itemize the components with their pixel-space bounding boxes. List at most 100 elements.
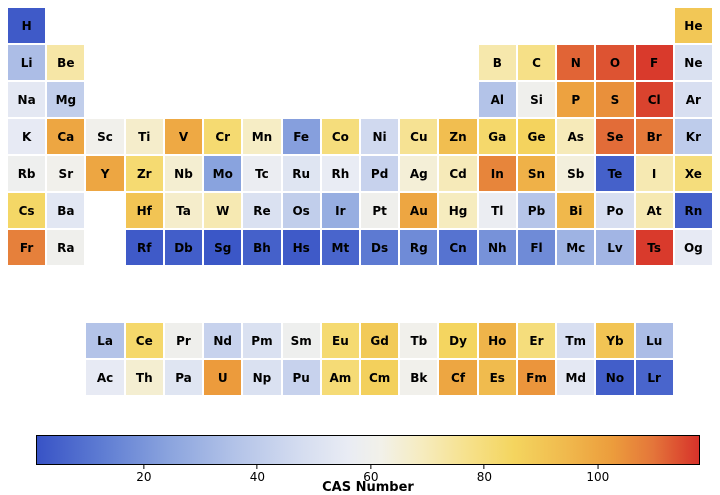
element-cell-sn: Sn: [517, 156, 556, 191]
element-cell-no: No: [596, 360, 634, 395]
element-cell-o: O: [596, 45, 634, 80]
element-cell-pt: Pt: [360, 193, 399, 228]
element-cell-pu: Pu: [282, 360, 320, 395]
element-cell-as: As: [557, 119, 595, 154]
element-cell-pr: Pr: [164, 323, 203, 358]
element-cell-yb: Yb: [596, 323, 634, 358]
element-cell-i: I: [635, 156, 673, 191]
element-cell-cn: Cn: [439, 230, 477, 265]
periodic-table-grid: H He Li Be B C N O F Ne Na Mg Al Si P S Cl Ar K Ca Sc Ti V Cr Mn…: [8, 8, 712, 395]
element-cell-au: Au: [400, 193, 438, 228]
element-cell-c: C: [517, 45, 556, 80]
element-cell-h: H: [8, 8, 46, 43]
colorbar-ticks: 20 40 60 80 100: [36, 465, 700, 484]
element-cell-ne: Ne: [674, 45, 712, 80]
element-cell-bi: Bi: [557, 193, 595, 228]
element-cell-fe: Fe: [282, 119, 320, 154]
element-cell-p: P: [557, 82, 595, 117]
tick-mark: [256, 465, 258, 469]
element-cell-mg: Mg: [47, 82, 85, 117]
element-cell-ge: Ge: [517, 119, 556, 154]
element-cell-se: Se: [596, 119, 634, 154]
element-cell-fm: Fm: [517, 360, 556, 395]
colorbar: 20 40 60 80 100 CAS Number: [36, 435, 700, 495]
element-cell-mc: Mc: [557, 230, 595, 265]
tick-label: 100: [586, 470, 610, 484]
element-cell-ag: Ag: [400, 156, 438, 191]
element-cell-lv: Lv: [596, 230, 634, 265]
element-cell-y: Y: [86, 156, 124, 191]
element-cell-pm: Pm: [243, 323, 281, 358]
element-cell-n: N: [557, 45, 595, 80]
element-cell-ts: Ts: [635, 230, 673, 265]
element-cell-po: Po: [596, 193, 634, 228]
element-cell-fr: Fr: [8, 230, 46, 265]
element-cell-nd: Nd: [204, 323, 242, 358]
element-cell-ga: Ga: [478, 119, 516, 154]
element-cell-er: Er: [517, 323, 556, 358]
element-cell-tm: Tm: [557, 323, 595, 358]
element-cell-dy: Dy: [439, 323, 477, 358]
element-cell-ar: Ar: [674, 82, 712, 117]
element-cell-na: Na: [8, 82, 46, 117]
element-cell-la: La: [86, 323, 124, 358]
element-cell-zn: Zn: [439, 119, 477, 154]
element-cell-cu: Cu: [400, 119, 438, 154]
element-cell-nb: Nb: [164, 156, 203, 191]
element-cell-db: Db: [164, 230, 203, 265]
element-cell-tl: Tl: [478, 193, 516, 228]
element-cell-ba: Ba: [47, 193, 85, 228]
element-cell-te: Te: [596, 156, 634, 191]
element-cell-fl: Fl: [517, 230, 556, 265]
element-cell-cr: Cr: [204, 119, 242, 154]
element-cell-s: S: [596, 82, 634, 117]
element-cell-th: Th: [125, 360, 163, 395]
element-cell-v: V: [164, 119, 203, 154]
element-cell-co: Co: [321, 119, 359, 154]
element-cell-ac: Ac: [86, 360, 124, 395]
element-cell-hf: Hf: [125, 193, 163, 228]
element-cell-sc: Sc: [86, 119, 124, 154]
element-cell-u: U: [204, 360, 242, 395]
element-cell-tb: Tb: [400, 323, 438, 358]
tick-mark: [597, 465, 599, 469]
colorbar-label: CAS Number: [322, 480, 414, 495]
element-cell-cd: Cd: [439, 156, 477, 191]
element-cell-ti: Ti: [125, 119, 163, 154]
element-cell-ir: Ir: [321, 193, 359, 228]
element-cell-og: Og: [674, 230, 712, 265]
element-cell-be: Be: [47, 45, 85, 80]
element-cell-ni: Ni: [360, 119, 399, 154]
element-cell-b: B: [478, 45, 516, 80]
element-cell-he: He: [674, 8, 712, 43]
element-cell-w: W: [204, 193, 242, 228]
tick-mark: [143, 465, 145, 469]
element-cell-ru: Ru: [282, 156, 320, 191]
element-cell-gd: Gd: [360, 323, 399, 358]
element-cell-rn: Rn: [674, 193, 712, 228]
element-cell-mt: Mt: [321, 230, 359, 265]
colorbar-tick: 20: [136, 465, 151, 484]
element-cell-cf: Cf: [439, 360, 477, 395]
element-cell-bk: Bk: [400, 360, 438, 395]
element-cell-sr: Sr: [47, 156, 85, 191]
element-cell-cs: Cs: [8, 193, 46, 228]
element-cell-mn: Mn: [243, 119, 281, 154]
element-cell-rf: Rf: [125, 230, 163, 265]
element-cell-re: Re: [243, 193, 281, 228]
element-cell-tc: Tc: [243, 156, 281, 191]
element-cell-nh: Nh: [478, 230, 516, 265]
element-cell-f: F: [635, 45, 673, 80]
tick-label: 20: [136, 470, 152, 484]
element-cell-rb: Rb: [8, 156, 46, 191]
element-cell-rh: Rh: [321, 156, 359, 191]
element-cell-li: Li: [8, 45, 46, 80]
element-cell-md: Md: [557, 360, 595, 395]
element-cell-kr: Kr: [674, 119, 712, 154]
element-cell-hs: Hs: [282, 230, 320, 265]
element-cell-al: Al: [478, 82, 516, 117]
tick-label: 60: [363, 470, 379, 484]
element-cell-xe: Xe: [674, 156, 712, 191]
element-cell-at: At: [635, 193, 673, 228]
